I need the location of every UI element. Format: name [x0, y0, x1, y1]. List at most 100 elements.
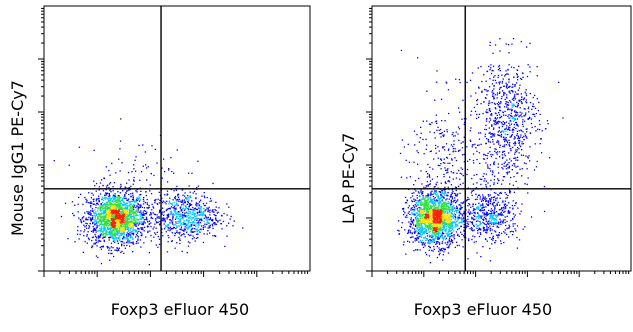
event-point — [505, 139, 508, 141]
event-point — [490, 170, 492, 172]
event-point — [110, 242, 113, 244]
event-point — [209, 209, 211, 211]
event-point — [103, 210, 106, 212]
event-point — [204, 214, 206, 216]
event-point — [479, 224, 481, 226]
event-point — [491, 223, 493, 225]
event-point — [121, 219, 124, 221]
event-point — [149, 214, 151, 216]
event-point — [140, 246, 142, 248]
event-point — [82, 251, 84, 253]
event-point — [121, 244, 123, 247]
event-point — [458, 107, 460, 109]
event-point — [214, 222, 216, 224]
event-point — [425, 148, 427, 150]
event-point — [474, 198, 477, 201]
event-point — [416, 227, 418, 229]
event-point — [487, 166, 489, 168]
event-point — [132, 199, 135, 201]
event-point — [156, 222, 158, 224]
event-point — [205, 217, 207, 219]
event-point — [491, 114, 493, 116]
event-point — [455, 216, 457, 219]
event-point — [121, 207, 123, 209]
event-point — [98, 195, 100, 197]
event-point — [121, 230, 124, 232]
event-point — [175, 227, 177, 230]
event-point — [503, 138, 505, 140]
event-point — [120, 232, 122, 235]
event-point — [515, 202, 517, 205]
event-point — [128, 187, 131, 189]
event-point — [529, 42, 531, 44]
event-point — [463, 118, 466, 120]
event-point — [119, 200, 121, 203]
event-point — [92, 194, 94, 196]
event-point — [483, 173, 485, 175]
event-point — [494, 222, 496, 224]
event-point — [432, 199, 434, 201]
event-point — [539, 113, 541, 115]
event-point — [132, 205, 134, 207]
event-point — [128, 189, 130, 191]
event-point — [499, 221, 502, 223]
event-point — [131, 216, 133, 218]
event-point — [504, 219, 506, 221]
event-point — [126, 190, 128, 192]
event-point — [507, 212, 509, 214]
event-point — [209, 217, 211, 219]
event-point — [487, 104, 490, 106]
event-point — [148, 204, 150, 206]
event-point — [117, 191, 119, 193]
event-point — [476, 98, 479, 101]
event-point — [189, 204, 191, 206]
event-point — [502, 168, 504, 170]
event-point — [105, 216, 107, 218]
event-point — [100, 210, 102, 212]
event-point — [113, 219, 115, 221]
event-point — [158, 211, 161, 214]
event-point — [451, 240, 453, 242]
event-point — [144, 151, 146, 153]
event-point — [129, 201, 132, 203]
event-point — [450, 232, 452, 235]
event-point — [459, 172, 461, 174]
event-point — [417, 229, 419, 231]
event-point — [87, 237, 90, 239]
event-point — [115, 217, 117, 220]
event-point — [132, 251, 134, 253]
event-point — [473, 208, 475, 210]
event-point — [433, 202, 435, 204]
event-point — [208, 225, 210, 227]
event-point — [458, 222, 460, 224]
event-point — [116, 247, 119, 249]
event-point — [521, 102, 523, 104]
event-point — [103, 197, 105, 199]
event-point — [493, 127, 495, 129]
event-point — [134, 215, 136, 217]
event-point — [143, 221, 145, 223]
event-point — [445, 199, 447, 201]
event-point — [154, 219, 157, 221]
event-point — [123, 235, 125, 238]
event-point — [409, 232, 412, 234]
event-point — [526, 131, 528, 133]
event-point — [146, 179, 148, 181]
event-point — [120, 207, 122, 209]
event-point — [495, 221, 497, 223]
event-point — [161, 228, 163, 231]
event-point — [487, 204, 489, 206]
event-point — [180, 208, 182, 211]
event-point — [482, 175, 484, 178]
event-point — [101, 204, 103, 207]
event-point — [494, 107, 496, 109]
event-point — [112, 209, 114, 211]
event-point — [199, 205, 201, 207]
event-point — [162, 235, 164, 237]
event-point — [443, 130, 446, 132]
event-point — [517, 93, 519, 95]
event-point — [413, 250, 415, 252]
event-point — [115, 234, 117, 236]
event-point — [174, 195, 177, 198]
event-point — [509, 231, 511, 233]
